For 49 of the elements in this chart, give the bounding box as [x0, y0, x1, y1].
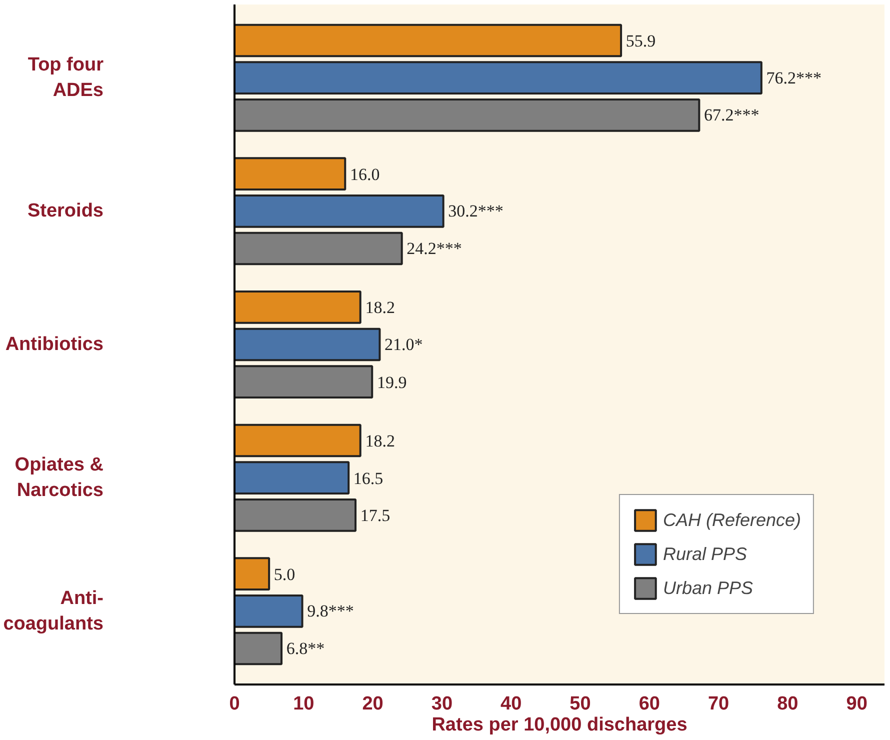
x-tick-label: 40 [500, 694, 522, 714]
data-label: 19.9 [376, 372, 407, 392]
y-tick-label: Antibiotics [5, 334, 104, 355]
x-tick-label: 80 [777, 694, 798, 714]
legend-label: CAH (Reference) [662, 510, 801, 530]
data-label: 17.5 [360, 506, 390, 526]
y-tick-label: Anti- coagulants [3, 588, 104, 634]
bar [234, 557, 270, 590]
x-tick-label: 0 [229, 694, 240, 714]
bar [234, 98, 700, 132]
bar [234, 498, 357, 532]
bar [234, 594, 304, 628]
x-tick-label: 20 [362, 694, 384, 714]
bar [234, 328, 381, 362]
x-tick-label: 30 [431, 694, 453, 714]
bar [234, 632, 283, 666]
bar [234, 365, 374, 398]
bar [234, 157, 346, 190]
x-tick-label: 10 [293, 694, 314, 714]
y-tick-label: Steroids [27, 200, 104, 222]
legend-label: Rural PPS [662, 544, 747, 564]
data-label: 16.5 [353, 468, 384, 488]
data-label: 24.2*** [406, 239, 462, 258]
legend-label: Urban PPS [662, 578, 753, 598]
x-axis-title: Rates per 10,000 discharges [432, 714, 688, 736]
data-label: 67.2*** [704, 106, 760, 125]
bar [234, 194, 444, 228]
data-label: 18.2 [365, 298, 395, 318]
y-tick-label: Opiates & Narcotics [14, 454, 104, 501]
x-tick-label: 70 [708, 694, 730, 714]
bar [234, 290, 362, 324]
x-tick-label: 50 [570, 694, 591, 714]
data-label: 55.9 [626, 32, 656, 50]
bar [234, 232, 403, 266]
data-label: 6.8** [286, 639, 325, 658]
bar [234, 461, 350, 494]
data-label: 16.0 [350, 164, 380, 184]
data-label: 21.0* [384, 335, 423, 354]
data-label: 9.8*** [307, 602, 354, 621]
data-label: 5.0 [274, 564, 296, 584]
x-tick-label: 60 [638, 694, 660, 714]
data-label: 76.2*** [766, 68, 822, 88]
data-label: 18.2 [365, 432, 395, 450]
y-tick-label: Top four ADEs [28, 54, 104, 101]
bar [234, 24, 622, 58]
bar [234, 424, 362, 458]
bar [234, 61, 762, 94]
x-tick-label: 90 [846, 694, 868, 714]
data-label: 30.2*** [448, 202, 504, 221]
